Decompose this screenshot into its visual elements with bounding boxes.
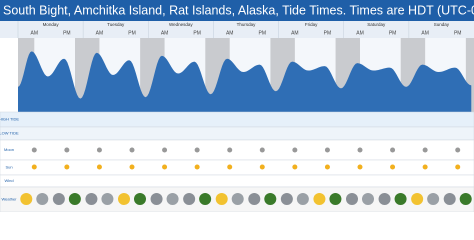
half-day-label: AM: [31, 30, 39, 36]
moon-icon: [422, 147, 428, 153]
sun-icon: [422, 164, 428, 170]
half-day-label: PM: [389, 30, 397, 36]
weather-icon: [166, 193, 179, 205]
day-label: Sunday: [434, 22, 450, 27]
half-day-label: PM: [193, 30, 201, 36]
sun-icon: [357, 164, 363, 170]
weather-icon: [378, 193, 391, 205]
weather-icon: [199, 193, 212, 205]
weather-icon: [52, 193, 65, 205]
sun-icon: [64, 164, 70, 170]
weather-icon: [231, 193, 244, 205]
sun-icon: [31, 164, 37, 170]
weather-icon: [394, 193, 407, 205]
half-day-label: PM: [128, 30, 136, 36]
moon-icon: [31, 147, 37, 153]
moon-icon: [129, 147, 135, 153]
day-label: Monday: [43, 22, 60, 27]
weather-icon: [101, 193, 114, 205]
moon-icon: [227, 147, 233, 153]
row-bg: [0, 174, 474, 188]
row-label: Wind: [4, 178, 13, 183]
moon-icon: [292, 147, 298, 153]
moon-icon: [357, 147, 363, 153]
day-header-bg: [0, 21, 474, 38]
half-day-label: AM: [356, 30, 364, 36]
half-day-label: PM: [63, 30, 71, 36]
sun-icon: [96, 164, 102, 170]
night-band: [465, 38, 474, 112]
sun-icon: [324, 164, 330, 170]
weather-icon: [248, 193, 261, 205]
row-bg: [0, 111, 474, 128]
weather-icon: [264, 193, 277, 205]
row-label: Sun: [5, 165, 12, 170]
half-day-label: AM: [291, 30, 299, 36]
weather-icon: [329, 193, 342, 205]
sun-icon: [292, 164, 298, 170]
half-day-label: AM: [96, 30, 104, 36]
weather-icon: [134, 193, 146, 205]
title-bar: [0, 0, 474, 21]
row-label: HIGH TIDE: [0, 117, 19, 122]
sun-icon: [129, 164, 135, 170]
row-label: LOW TIDE: [0, 131, 19, 136]
moon-icon: [96, 147, 102, 153]
weather-icon: [296, 193, 309, 205]
weather-icon: [20, 193, 33, 205]
weather-icon: [118, 193, 130, 205]
moon-icon: [64, 147, 70, 153]
page-title: South Bight, Amchitka Island, Rat Island…: [3, 3, 474, 17]
weather-icon: [427, 193, 440, 205]
row-bg: [0, 159, 474, 176]
weather-icon: [215, 193, 228, 205]
weather-icon: [346, 193, 358, 205]
weather-icon: [313, 193, 326, 205]
weather-icon: [459, 193, 472, 205]
half-day-label: PM: [324, 30, 332, 36]
moon-icon: [259, 147, 265, 153]
half-day-label: AM: [161, 30, 169, 36]
moon-icon: [390, 147, 396, 153]
weather-icon: [85, 193, 98, 205]
row-label: Moon: [4, 147, 14, 152]
half-day-label: PM: [259, 30, 267, 36]
moon-icon: [455, 147, 461, 153]
row-bg: [0, 139, 474, 161]
weather-icon: [280, 193, 293, 205]
half-day-label: AM: [421, 30, 429, 36]
page: South Bight, Amchitka Island, Rat Island…: [0, 0, 474, 212]
moon-icon: [194, 147, 200, 153]
tide-area: [18, 51, 472, 112]
half-day-label: PM: [454, 30, 462, 36]
sun-icon: [259, 164, 265, 170]
sun-icon: [227, 164, 233, 170]
sun-icon: [194, 164, 200, 170]
left-axis-bg: [0, 38, 18, 112]
weather-icon: [362, 193, 374, 205]
day-label: Thursday: [237, 22, 257, 27]
sun-icon: [455, 164, 461, 170]
sun-icon: [162, 164, 168, 170]
weather-icon: [443, 193, 456, 205]
day-label: Friday: [305, 22, 318, 27]
sun-icon: [390, 164, 396, 170]
half-day-label: AM: [226, 30, 234, 36]
day-label: Wednesday: [169, 22, 193, 27]
day-label: Saturday: [367, 22, 386, 27]
weather-icon: [411, 193, 424, 205]
moon-icon: [324, 147, 330, 153]
weather-icon: [183, 193, 196, 205]
tide-page: South Bight, Amchitka Island, Rat Island…: [0, 0, 474, 212]
weather-icon: [36, 193, 49, 205]
row-label: Weather: [1, 197, 17, 202]
moon-icon: [162, 147, 168, 153]
weather-icon: [68, 193, 81, 205]
row-bg: [0, 126, 474, 141]
weather-icon: [150, 193, 163, 205]
day-label: Tuesday: [107, 22, 125, 27]
